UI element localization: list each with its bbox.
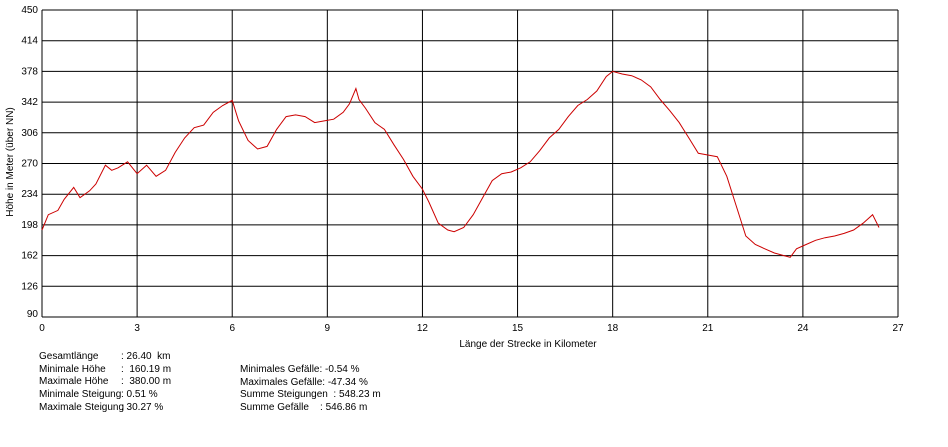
stat-label: Maximale Steigung [39, 401, 125, 413]
stat-total-length: Gesamtlänge : 26.40 km [39, 351, 171, 364]
y-tick-label: 90 [27, 309, 39, 320]
y-tick-label: 198 [21, 220, 38, 231]
y-tick-label: 378 [21, 66, 38, 77]
x-tick-label: 12 [417, 323, 429, 334]
stat-min-climb: Minimale Steigung : 0.51 % [39, 389, 171, 402]
stat-label: Maximales Gefälle [240, 376, 323, 388]
stat-label: Gesamtlänge [39, 351, 99, 362]
stat-value: : 546.86 m [308, 402, 368, 414]
stat-label: Summe Steigungen [240, 389, 328, 401]
stats-right-column: Minimales Gefälle : -0.54 % Maximales Ge… [240, 364, 381, 415]
y-tick-label: 234 [21, 189, 38, 200]
stats-left-column: Gesamtlänge : 26.40 km Minimale Höhe : 1… [39, 351, 171, 415]
stat-value: : 380.00 m [121, 376, 172, 388]
stat-sum-climbs: Summe Steigungen : 548.23 m [240, 389, 381, 402]
x-tick-label: 18 [607, 323, 619, 334]
y-tick-label: 414 [21, 36, 38, 47]
y-tick-label: 126 [21, 281, 38, 292]
stat-value: : 160.19 m [121, 363, 172, 375]
y-tick-label: 306 [21, 128, 38, 139]
elevation-profile-line [41, 70, 880, 258]
stat-label: Maximale Höhe [39, 376, 109, 388]
x-axis-label: Länge der Strecke in Kilometer [459, 339, 597, 350]
stat-value: : 0.51 % [121, 389, 158, 401]
stat-value: : 30.27 % [121, 401, 164, 413]
y-tick-label: 450 [21, 5, 38, 16]
stat-max-height: Maximale Höhe : 380.00 m [39, 376, 171, 389]
y-tick-labels: 450 414 378 342 306 270 234 198 162 126 90 [21, 5, 38, 320]
stat-label: Minimales Gefälle [240, 364, 320, 375]
stat-value: : -47.34 % [322, 376, 368, 388]
x-tick-label: 0 [39, 323, 45, 334]
x-tick-label: 24 [797, 323, 809, 334]
y-tick-label: 342 [21, 97, 38, 108]
stat-min-descent: Minimales Gefälle : -0.54 % [240, 364, 381, 377]
elevation-chart: 450 414 378 342 306 270 234 198 162 126 90 0 3 6 9 12 1… [5, 5, 904, 350]
stat-min-height: Minimale Höhe : 160.19 m [39, 364, 171, 377]
x-tick-label: 21 [702, 323, 714, 334]
stat-value: : 26.40 km [121, 351, 171, 362]
x-tick-label: 15 [512, 323, 524, 334]
chart-grid [41, 9, 899, 318]
y-axis-label: Höhe in Meter (über NN) [5, 107, 16, 216]
x-tick-label: 6 [229, 323, 235, 334]
y-tick-label: 270 [21, 159, 38, 170]
y-tick-label: 162 [21, 251, 38, 262]
stat-label: Summe Gefälle [240, 402, 309, 414]
stat-value: : 548.23 m [327, 389, 381, 401]
x-tick-label: 9 [325, 323, 331, 334]
stat-value: : -0.54 % [319, 364, 360, 375]
x-tick-label: 3 [134, 323, 140, 334]
stat-sum-descents: Summe Gefälle : 546.86 m [240, 402, 381, 415]
stat-label: Minimale Höhe [39, 363, 106, 375]
stat-max-descent: Maximales Gefälle : -47.34 % [240, 377, 381, 390]
x-tick-labels: 0 3 6 9 12 15 18 21 24 27 [39, 323, 904, 334]
x-tick-label: 27 [892, 323, 904, 334]
stat-label: Minimale Steigung [39, 389, 122, 401]
stat-max-climb: Maximale Steigung : 30.27 % [39, 402, 171, 415]
